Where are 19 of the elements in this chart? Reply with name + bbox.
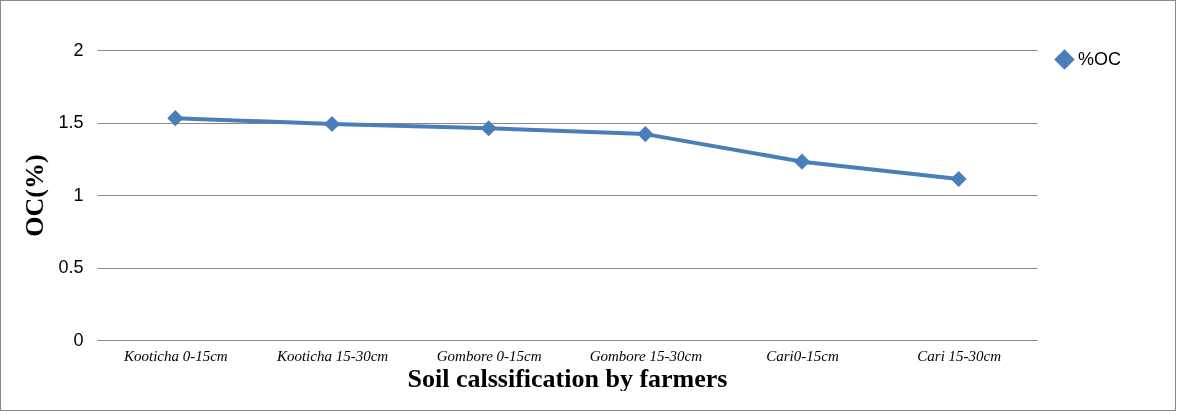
y-tick-label: 1 bbox=[73, 184, 84, 205]
point bbox=[323, 115, 341, 133]
y-tick-label: 0 bbox=[73, 329, 84, 350]
point bbox=[793, 153, 811, 170]
point bbox=[480, 120, 497, 137]
point bbox=[950, 170, 967, 188]
y-tick-label: 2 bbox=[73, 39, 84, 60]
x-tick-label: Gombore 15-30cm bbox=[589, 347, 703, 364]
x-tick-label: Kooticha 0-15cm bbox=[122, 347, 228, 364]
x-tick-label: Kooticha 15-30cm bbox=[275, 347, 389, 364]
y-tick-label: 0.5 bbox=[58, 257, 84, 277]
x-tick-label: Cari 15-30cm bbox=[917, 347, 1002, 364]
x-tick-label: Gombore 0-15cm bbox=[436, 347, 542, 364]
x-tick-label: Cari0-15cm bbox=[766, 347, 839, 364]
point bbox=[167, 110, 184, 127]
y-axis-title: OC(%) bbox=[20, 154, 50, 237]
point bbox=[637, 126, 654, 143]
legend-label: %OC bbox=[1078, 48, 1122, 69]
y-tick-label: 1.5 bbox=[58, 112, 84, 132]
